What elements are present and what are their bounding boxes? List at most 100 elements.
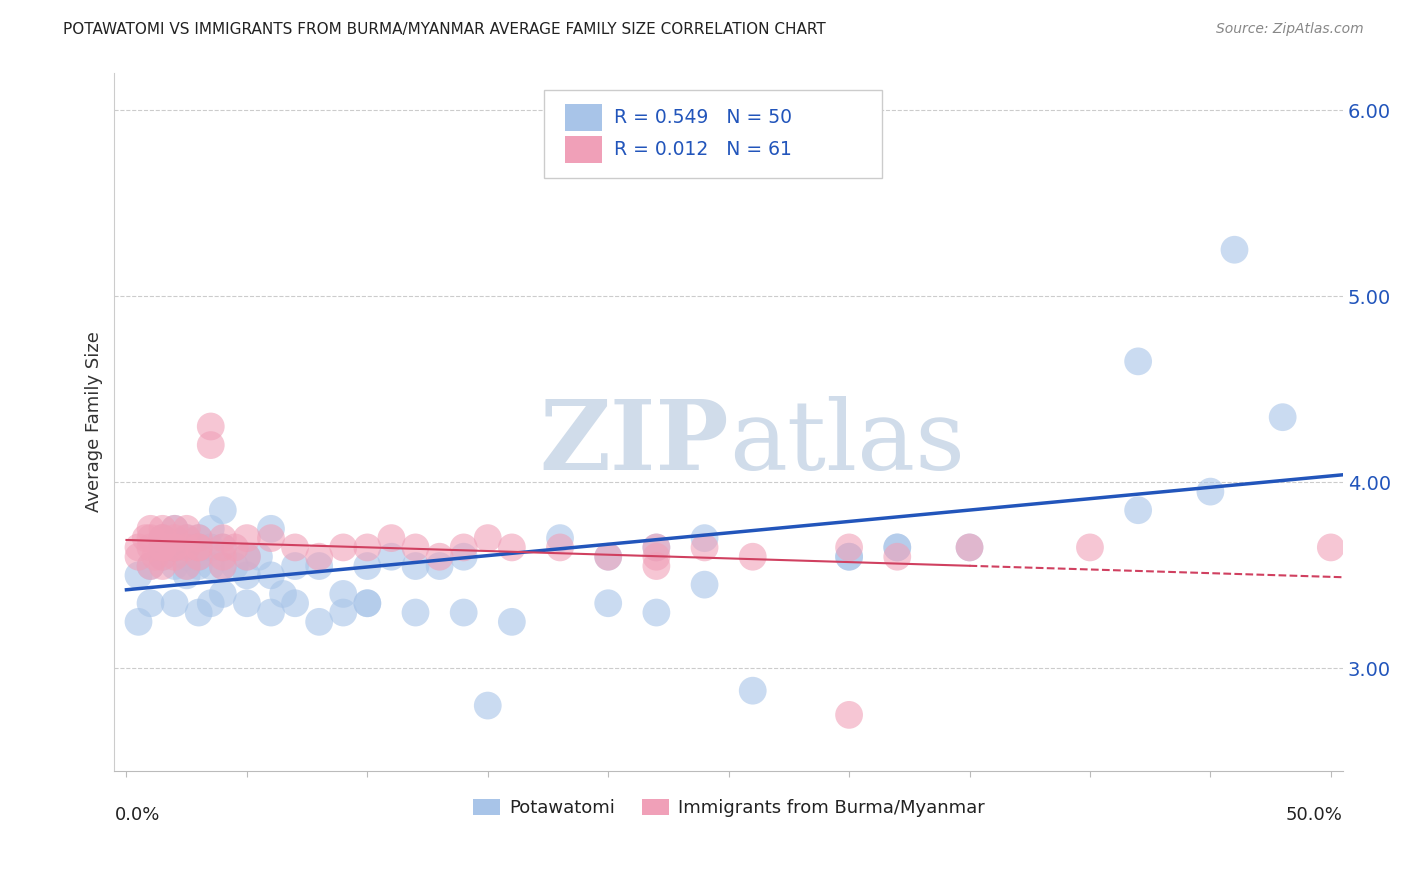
Point — [453, 541, 475, 555]
Point — [152, 559, 174, 574]
Point — [429, 549, 451, 564]
Point — [211, 541, 233, 555]
Bar — [565, 136, 602, 163]
Point — [453, 606, 475, 620]
Point — [332, 541, 354, 555]
Point — [152, 522, 174, 536]
Point — [176, 531, 198, 545]
Point — [152, 541, 174, 555]
Point — [271, 587, 294, 601]
Point — [176, 522, 198, 536]
Point — [959, 541, 981, 555]
Point — [380, 549, 402, 564]
Point — [211, 559, 233, 574]
Point — [139, 559, 162, 574]
Text: ZIP: ZIP — [538, 396, 728, 490]
Point — [211, 503, 233, 517]
Point — [163, 549, 186, 564]
Text: 50.0%: 50.0% — [1286, 805, 1343, 823]
Point — [260, 531, 283, 545]
Point — [187, 549, 209, 564]
Point — [645, 541, 668, 555]
Point — [200, 522, 222, 536]
Point — [187, 606, 209, 620]
Point — [1078, 541, 1101, 555]
Point — [645, 606, 668, 620]
Point — [693, 577, 716, 591]
Point — [284, 541, 307, 555]
Point — [163, 531, 186, 545]
Point — [152, 541, 174, 555]
Point — [380, 531, 402, 545]
Point — [152, 531, 174, 545]
Point — [429, 559, 451, 574]
Point — [886, 549, 908, 564]
Point — [236, 568, 259, 582]
Text: atlas: atlas — [728, 396, 965, 490]
Point — [1271, 410, 1294, 425]
Point — [200, 596, 222, 610]
Point — [176, 531, 198, 545]
Point — [477, 531, 499, 545]
Point — [284, 559, 307, 574]
Point — [1126, 354, 1149, 368]
Point — [187, 541, 209, 555]
Point — [308, 615, 330, 629]
Point — [598, 549, 620, 564]
Point — [187, 549, 209, 564]
Point — [176, 541, 198, 555]
Point — [139, 541, 162, 555]
Point — [128, 615, 150, 629]
Point — [548, 541, 571, 555]
Point — [163, 541, 186, 555]
Point — [284, 596, 307, 610]
Point — [645, 541, 668, 555]
Point — [236, 549, 259, 564]
Point — [176, 559, 198, 574]
Point — [247, 549, 270, 564]
Point — [176, 559, 198, 574]
Point — [693, 541, 716, 555]
Point — [128, 541, 150, 555]
Point — [1199, 484, 1222, 499]
Point — [139, 596, 162, 610]
Point — [236, 549, 259, 564]
Text: R = 0.012   N = 61: R = 0.012 N = 61 — [614, 140, 792, 160]
Point — [152, 549, 174, 564]
Point — [211, 587, 233, 601]
Point — [163, 559, 186, 574]
Bar — [565, 104, 602, 131]
Point — [152, 531, 174, 545]
Point — [187, 531, 209, 545]
Point — [152, 549, 174, 564]
Point — [1126, 503, 1149, 517]
Point — [200, 541, 222, 555]
Point — [187, 531, 209, 545]
Point — [308, 549, 330, 564]
Point — [741, 549, 763, 564]
Text: Source: ZipAtlas.com: Source: ZipAtlas.com — [1216, 22, 1364, 37]
Point — [187, 559, 209, 574]
Point — [211, 541, 233, 555]
Point — [163, 522, 186, 536]
Legend: Potawatomi, Immigrants from Burma/Myanmar: Potawatomi, Immigrants from Burma/Myanma… — [465, 792, 991, 824]
Point — [139, 522, 162, 536]
Point — [200, 559, 222, 574]
Point — [405, 559, 427, 574]
Point — [139, 531, 162, 545]
Point — [163, 541, 186, 555]
Point — [1223, 243, 1246, 257]
Point — [838, 541, 860, 555]
Point — [598, 549, 620, 564]
Point — [211, 549, 233, 564]
Point — [838, 707, 860, 722]
Point — [886, 541, 908, 555]
Point — [260, 606, 283, 620]
Point — [645, 549, 668, 564]
Point — [128, 549, 150, 564]
Point — [693, 531, 716, 545]
Point — [152, 541, 174, 555]
Point — [453, 549, 475, 564]
Point — [356, 541, 378, 555]
Text: R = 0.549   N = 50: R = 0.549 N = 50 — [614, 108, 793, 128]
